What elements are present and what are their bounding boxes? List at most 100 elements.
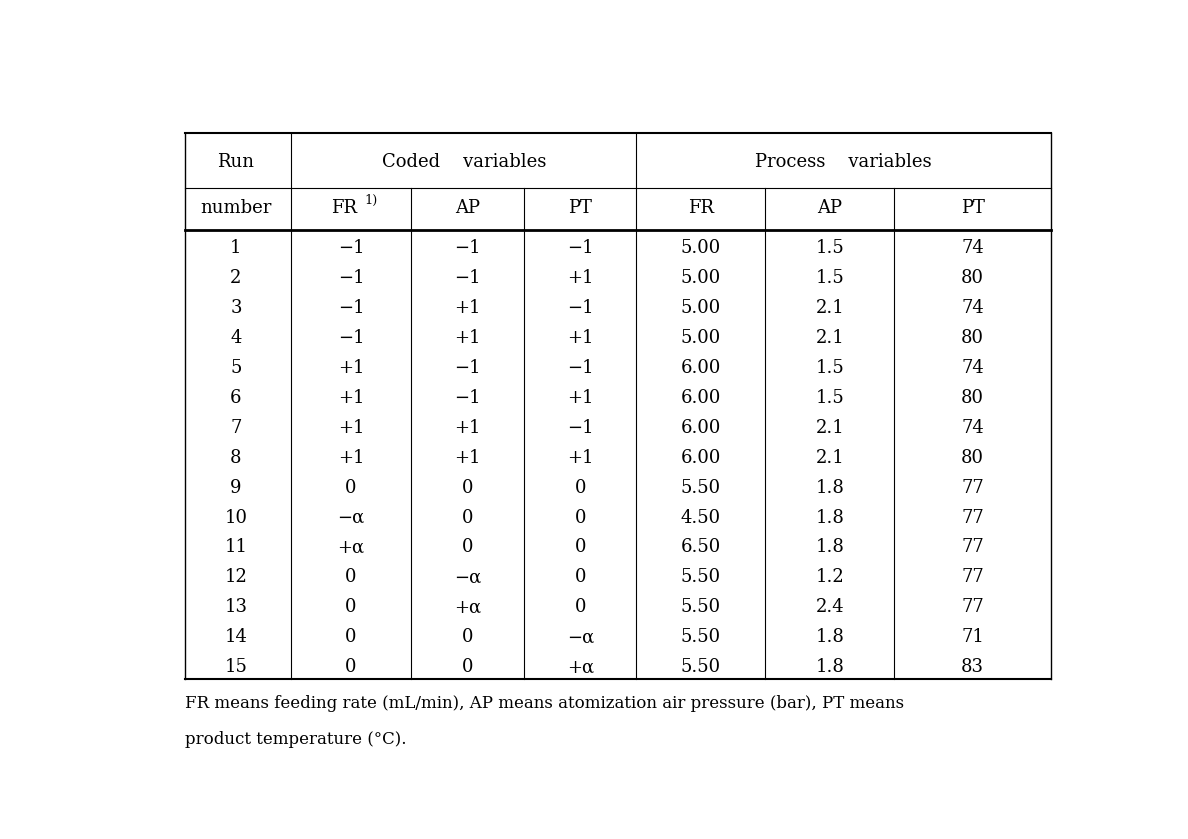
Text: 1.5: 1.5 [815, 269, 845, 287]
Text: 0: 0 [462, 539, 473, 556]
Text: 2.1: 2.1 [815, 299, 845, 317]
Text: 6: 6 [230, 388, 241, 407]
Text: 1.8: 1.8 [815, 539, 845, 556]
Text: 0: 0 [462, 478, 473, 497]
Text: 2.1: 2.1 [815, 329, 845, 347]
Text: 74: 74 [961, 359, 984, 377]
Text: 4.50: 4.50 [681, 508, 721, 527]
Text: 0: 0 [346, 659, 356, 676]
Text: +1: +1 [567, 388, 594, 407]
Text: −1: −1 [567, 299, 594, 317]
Text: 5.00: 5.00 [681, 239, 721, 257]
Text: 0: 0 [346, 478, 356, 497]
Text: −1: −1 [567, 419, 594, 436]
Text: 1): 1) [365, 194, 378, 206]
Text: +1: +1 [337, 388, 365, 407]
Text: 2: 2 [230, 269, 241, 287]
Text: +α: +α [337, 539, 365, 556]
Text: −1: −1 [567, 239, 594, 257]
Text: Process    variables: Process variables [756, 153, 931, 171]
Text: −α: −α [337, 508, 365, 527]
Text: 1.8: 1.8 [815, 478, 845, 497]
Text: 9: 9 [230, 478, 241, 497]
Text: 0: 0 [575, 598, 586, 617]
Text: 74: 74 [961, 299, 984, 317]
Text: −1: −1 [454, 388, 481, 407]
Text: 77: 77 [961, 478, 984, 497]
Text: 3: 3 [230, 299, 241, 317]
Text: 15: 15 [225, 659, 247, 676]
Text: 0: 0 [575, 478, 586, 497]
Text: 2.1: 2.1 [815, 419, 845, 436]
Text: 8: 8 [230, 449, 241, 466]
Text: 5.50: 5.50 [681, 478, 721, 497]
Text: 1.5: 1.5 [815, 388, 845, 407]
Text: 10: 10 [225, 508, 247, 527]
Text: 1.8: 1.8 [815, 628, 845, 646]
Text: 1.5: 1.5 [815, 359, 845, 377]
Text: 77: 77 [961, 598, 984, 617]
Text: 1.8: 1.8 [815, 508, 845, 527]
Text: 77: 77 [961, 568, 984, 586]
Text: AP: AP [817, 199, 842, 217]
Text: 14: 14 [225, 628, 247, 646]
Text: 5.50: 5.50 [681, 568, 721, 586]
Text: −1: −1 [454, 269, 481, 287]
Text: Coded    variables: Coded variables [381, 153, 546, 171]
Text: 71: 71 [961, 628, 984, 646]
Text: −1: −1 [337, 329, 365, 347]
Text: 1: 1 [230, 239, 241, 257]
Text: −α: −α [567, 628, 594, 646]
Text: 5.00: 5.00 [681, 329, 721, 347]
Text: PT: PT [961, 199, 985, 217]
Text: +1: +1 [454, 449, 481, 466]
Text: 0: 0 [462, 628, 473, 646]
Text: 6.00: 6.00 [681, 419, 721, 436]
Text: 6.50: 6.50 [681, 539, 721, 556]
Text: product temperature (°C).: product temperature (°C). [185, 731, 406, 748]
Text: −α: −α [454, 568, 481, 586]
Text: 1.5: 1.5 [815, 239, 845, 257]
Text: 1.8: 1.8 [815, 659, 845, 676]
Text: 0: 0 [575, 508, 586, 527]
Text: PT: PT [568, 199, 593, 217]
Text: 80: 80 [961, 388, 984, 407]
Text: −1: −1 [454, 239, 481, 257]
Text: −1: −1 [337, 299, 365, 317]
Text: 0: 0 [346, 568, 356, 586]
Text: 4: 4 [230, 329, 241, 347]
Text: −1: −1 [337, 239, 365, 257]
Text: 74: 74 [961, 239, 984, 257]
Text: +1: +1 [454, 299, 481, 317]
Text: +α: +α [454, 598, 481, 617]
Text: +1: +1 [454, 329, 481, 347]
Text: 0: 0 [575, 568, 586, 586]
Text: 83: 83 [961, 659, 984, 676]
Text: 7: 7 [230, 419, 241, 436]
Text: +1: +1 [567, 269, 594, 287]
Text: +α: +α [567, 659, 594, 676]
Text: Run: Run [217, 153, 254, 171]
Text: 74: 74 [961, 419, 984, 436]
Text: +1: +1 [337, 449, 365, 466]
Text: 77: 77 [961, 539, 984, 556]
Text: 5.50: 5.50 [681, 659, 721, 676]
Text: 5.00: 5.00 [681, 299, 721, 317]
Text: −1: −1 [337, 269, 365, 287]
Text: 0: 0 [575, 539, 586, 556]
Text: 11: 11 [225, 539, 247, 556]
Text: 5: 5 [230, 359, 241, 377]
Text: 0: 0 [346, 628, 356, 646]
Text: 0: 0 [462, 659, 473, 676]
Text: 80: 80 [961, 329, 984, 347]
Text: +1: +1 [567, 329, 594, 347]
Text: 80: 80 [961, 449, 984, 466]
Text: 5.00: 5.00 [681, 269, 721, 287]
Text: −1: −1 [567, 359, 594, 377]
Text: +1: +1 [337, 359, 365, 377]
Text: +1: +1 [567, 449, 594, 466]
Text: 5.50: 5.50 [681, 598, 721, 617]
Text: 12: 12 [225, 568, 247, 586]
Text: 2.4: 2.4 [815, 598, 845, 617]
Text: 5.50: 5.50 [681, 628, 721, 646]
